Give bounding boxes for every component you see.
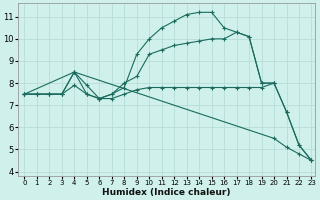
X-axis label: Humidex (Indice chaleur): Humidex (Indice chaleur) [102,188,231,197]
